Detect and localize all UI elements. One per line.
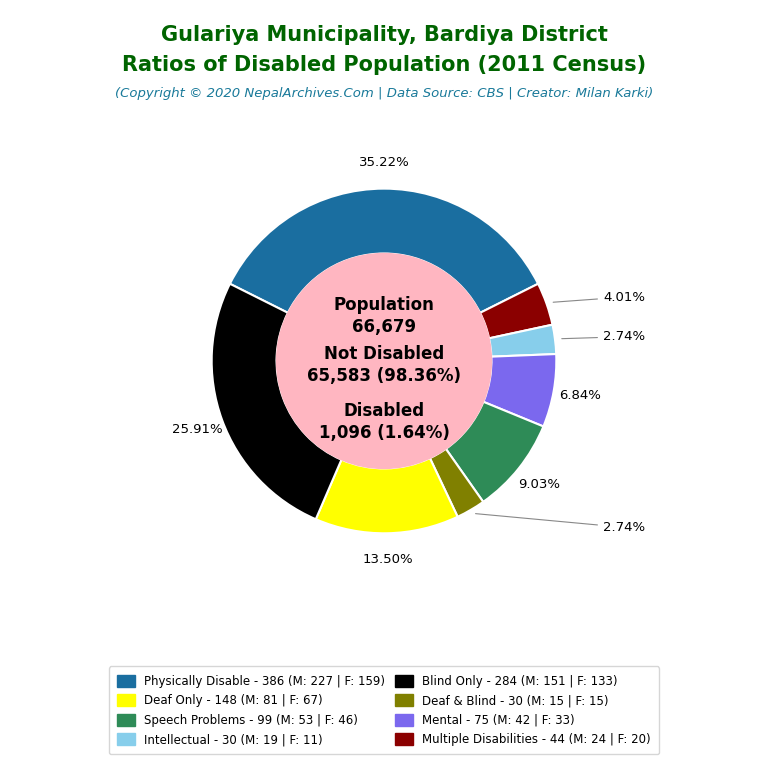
Legend: Physically Disable - 386 (M: 227 | F: 159), Deaf Only - 148 (M: 81 | F: 67), Spe: Physically Disable - 386 (M: 227 | F: 15… xyxy=(109,667,659,754)
Wedge shape xyxy=(212,284,342,519)
Wedge shape xyxy=(446,402,544,502)
Text: Ratios of Disabled Population (2011 Census): Ratios of Disabled Population (2011 Cens… xyxy=(122,55,646,75)
Wedge shape xyxy=(489,325,556,356)
Text: 35.22%: 35.22% xyxy=(359,156,409,169)
Wedge shape xyxy=(316,458,458,533)
Text: 2.74%: 2.74% xyxy=(475,514,645,534)
Text: 6.84%: 6.84% xyxy=(559,389,601,402)
Wedge shape xyxy=(480,284,552,339)
Wedge shape xyxy=(430,449,483,517)
Wedge shape xyxy=(483,354,556,426)
Text: (Copyright © 2020 NepalArchives.Com | Data Source: CBS | Creator: Milan Karki): (Copyright © 2020 NepalArchives.Com | Da… xyxy=(115,88,653,100)
Text: Not Disabled
65,583 (98.36%): Not Disabled 65,583 (98.36%) xyxy=(307,345,461,385)
Text: 25.91%: 25.91% xyxy=(172,422,223,435)
Text: Gulariya Municipality, Bardiya District: Gulariya Municipality, Bardiya District xyxy=(161,25,607,45)
Text: 13.50%: 13.50% xyxy=(362,553,412,566)
Wedge shape xyxy=(230,189,538,313)
Text: Disabled
1,096 (1.64%): Disabled 1,096 (1.64%) xyxy=(319,402,449,442)
Circle shape xyxy=(276,253,492,468)
Text: Population
66,679: Population 66,679 xyxy=(333,296,435,336)
Text: 9.03%: 9.03% xyxy=(518,478,561,492)
Text: 2.74%: 2.74% xyxy=(561,330,645,343)
Text: 4.01%: 4.01% xyxy=(553,290,645,303)
